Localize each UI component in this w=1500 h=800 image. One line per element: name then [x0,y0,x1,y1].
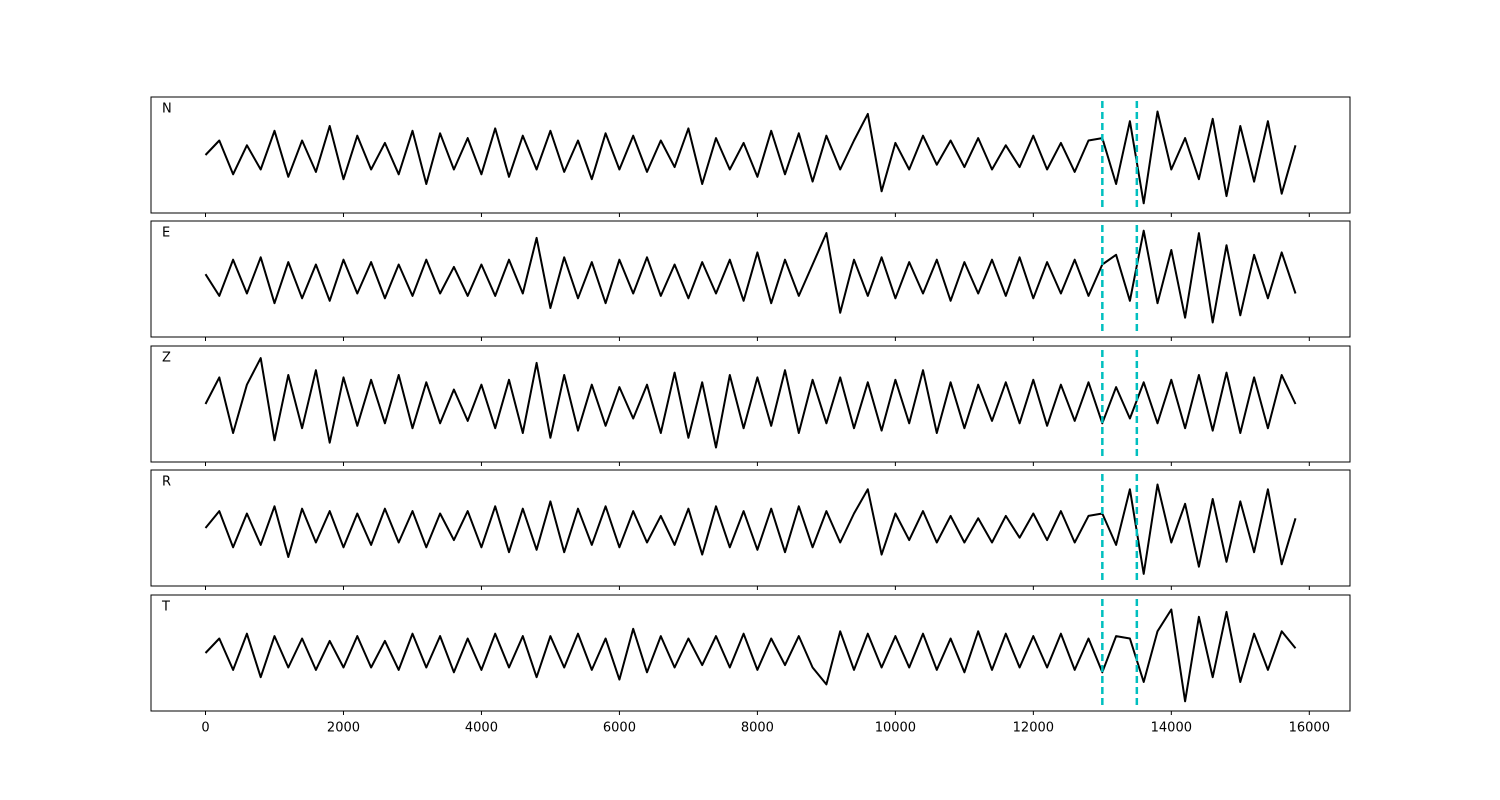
panel-label: R [162,475,171,490]
panel-frame [150,345,1351,463]
panel-frame [150,594,1351,712]
panel-label: Z [162,351,171,366]
panel-label: E [162,226,170,241]
trace [204,229,1297,324]
trace [204,357,1297,449]
trace [204,483,1297,575]
panel-frame [150,469,1351,587]
x-tick-label: 6000 [603,721,636,736]
trace [204,608,1297,703]
x-tick-label: 16000 [1289,721,1330,736]
x-tick-label: 4000 [465,721,498,736]
x-tick-label: 12000 [1013,721,1054,736]
panel-frame [150,96,1351,214]
panel-label: N [162,102,172,117]
x-tick-label: 10000 [875,721,916,736]
x-tick-label: 2000 [327,721,360,736]
panel-label: T [161,600,170,615]
x-tick-label: 8000 [741,721,774,736]
x-tick-label: 14000 [1151,721,1192,736]
trace [204,110,1297,205]
x-tick-label: 0 [201,721,209,736]
panel-frame [150,220,1351,338]
